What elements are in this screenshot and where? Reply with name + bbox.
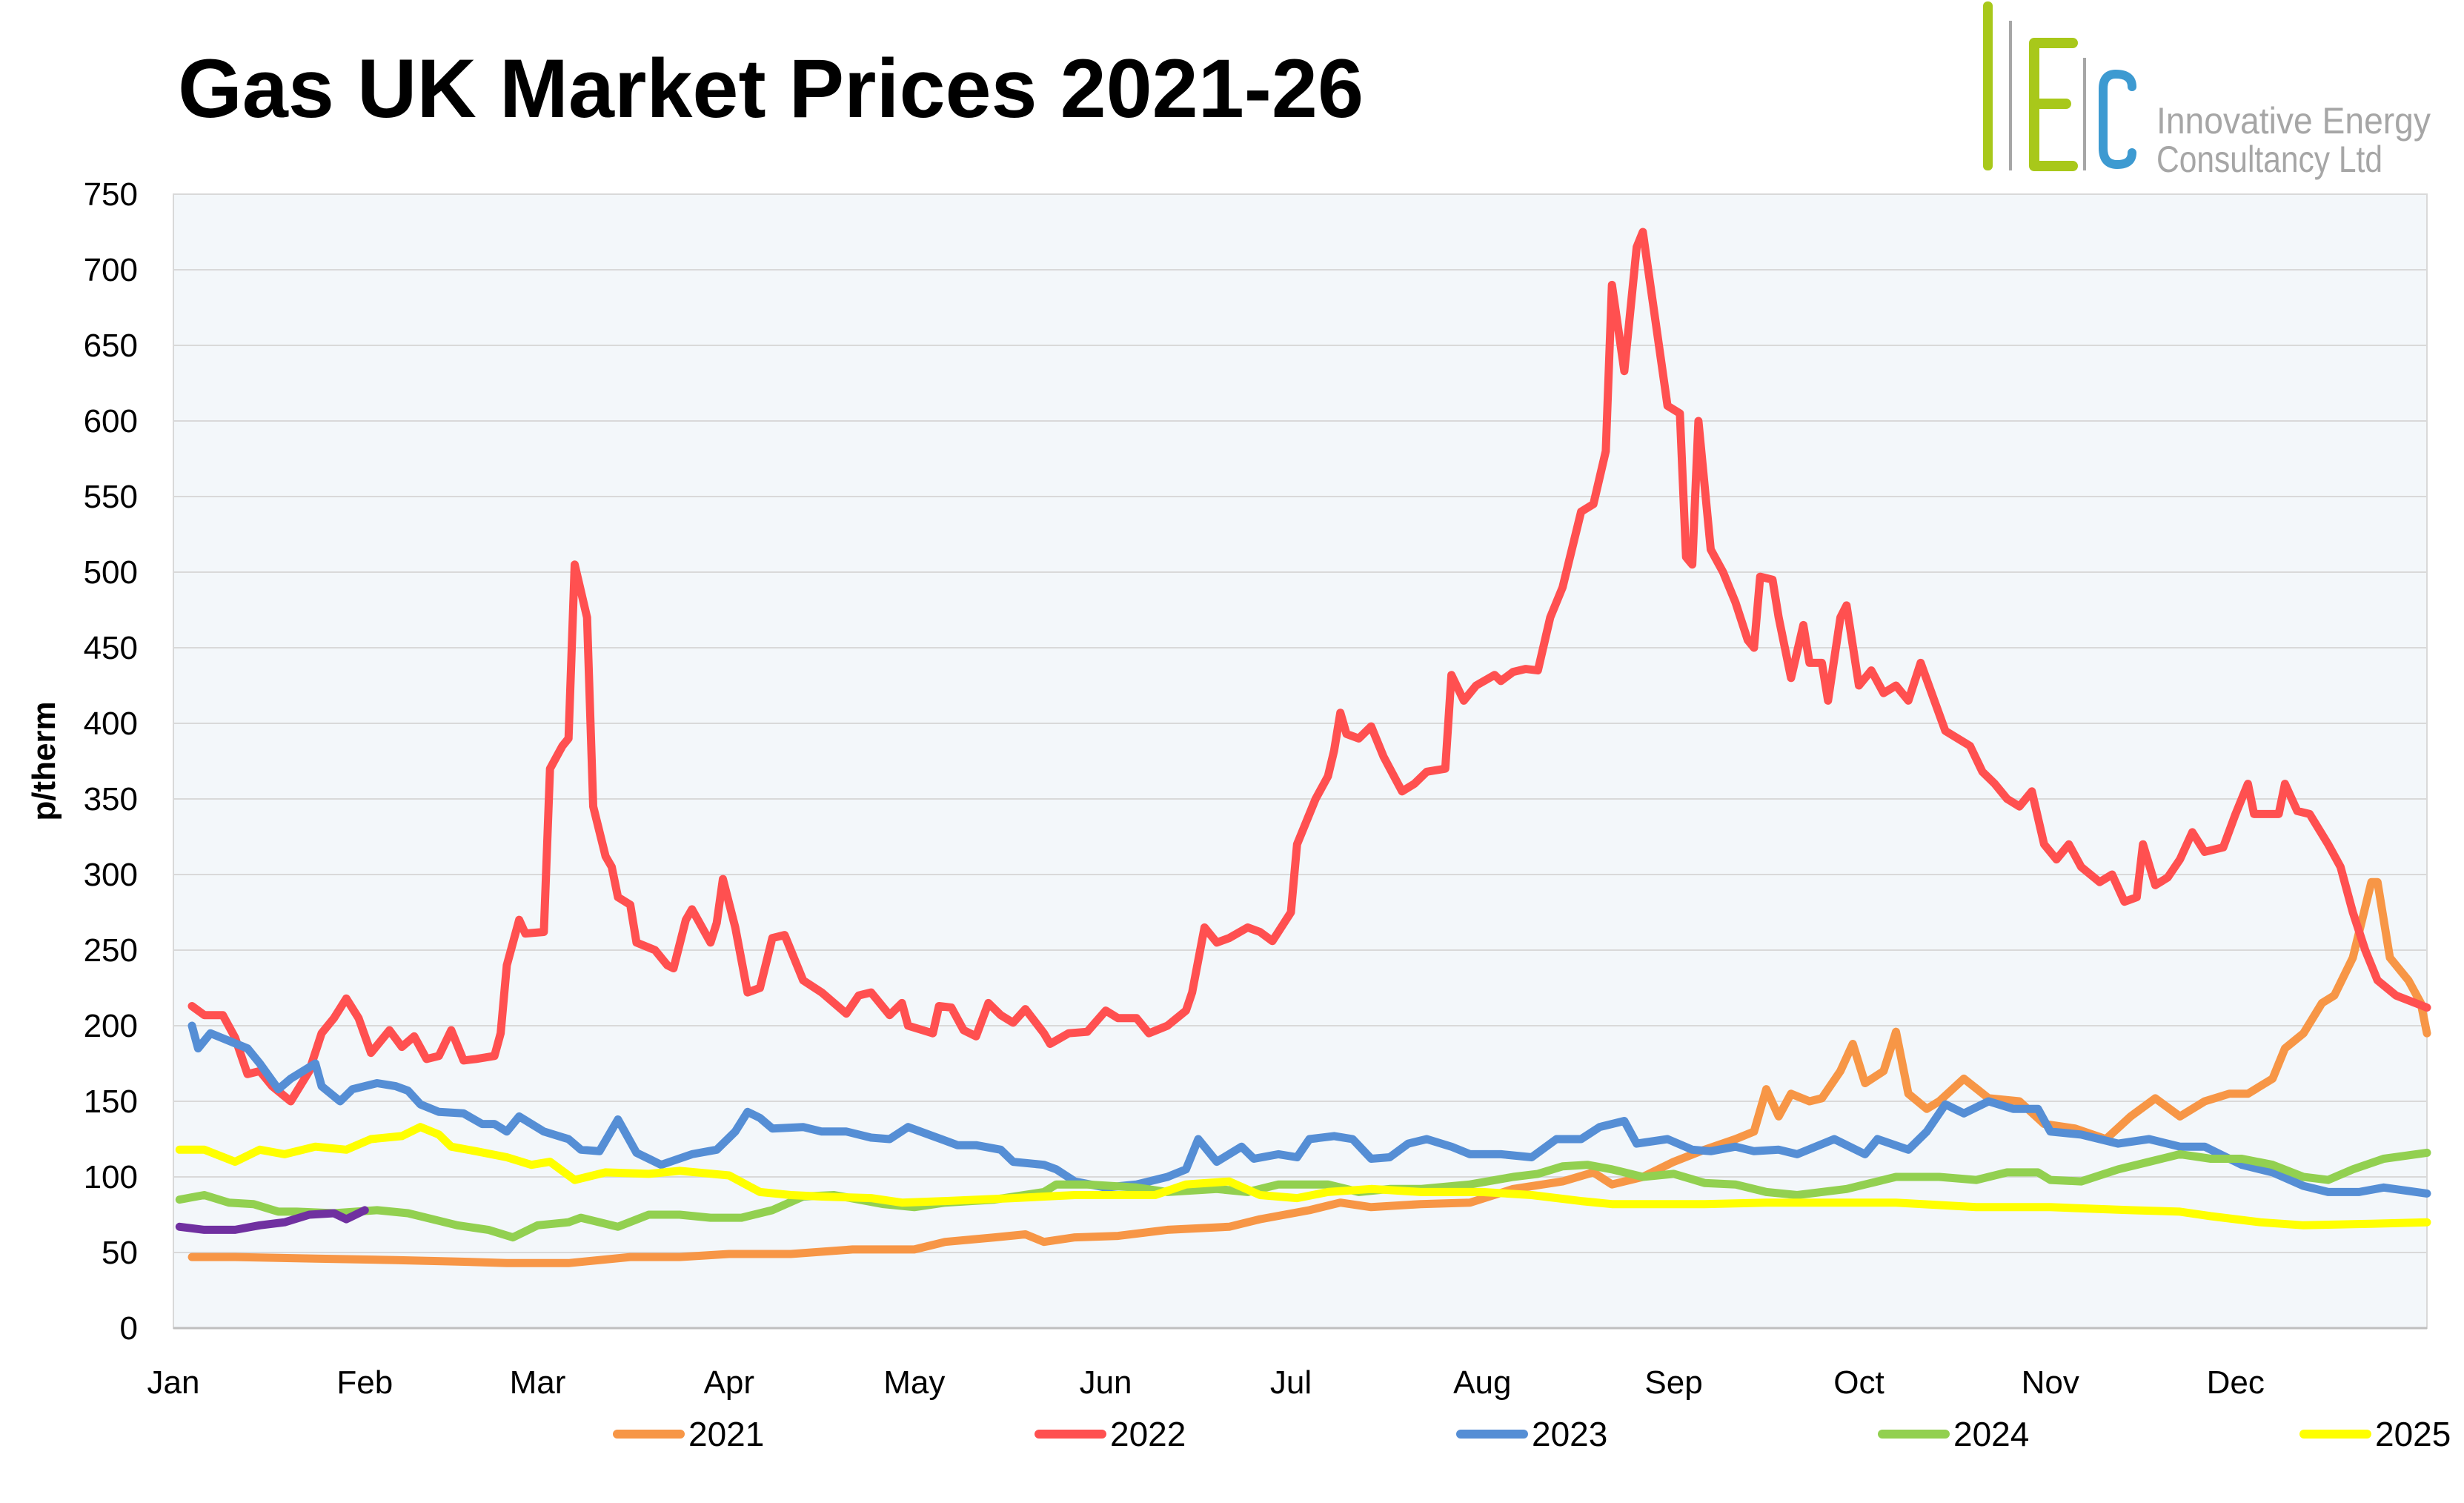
y-tick-label: 300 [84,857,138,893]
y-tick-label: 350 [84,781,138,817]
y-tick-label: 150 [84,1084,138,1120]
company-logo: Innovative Energy Consultancy Ltd [1983,1,2431,180]
logo-text-line1: Innovative Energy [2156,100,2431,142]
chart-title: Gas UK Market Prices 2021-26 [178,42,1364,135]
legend-label-2024: 2024 [1953,1415,2029,1453]
y-tick-label: 600 [84,403,138,439]
series-line-2021 [187,877,2431,1267]
gridlines [173,193,2427,1253]
y-tick-label: 700 [84,252,138,288]
x-tick-label: Jan [147,1364,200,1401]
x-tick-label: Nov [2022,1364,2079,1401]
series-line-2025 [175,1123,2431,1230]
y-axis-label: p/therm [26,701,62,820]
x-tick-label: Mar [510,1364,566,1401]
legend-label-2023: 2023 [1532,1415,1607,1453]
logo-text-line2: Consultancy Ltd [2156,139,2382,180]
x-tick-label: Sep [1644,1364,1702,1401]
x-tick-label: Jul [1270,1364,1312,1401]
legend-label-2022: 2022 [1110,1415,1186,1453]
x-tick-label: Aug [1453,1364,1511,1401]
y-tick-label: 750 [84,176,138,213]
x-tick-label: Dec [2207,1364,2265,1401]
x-tick-label: Apr [704,1364,754,1401]
y-tick-label: 250 [84,932,138,969]
logo-letter-c [2099,69,2136,170]
y-tick-label: 100 [84,1159,138,1195]
y-tick-label: 0 [120,1310,138,1347]
y-tick-label: 400 [84,706,138,742]
series-line-2023 [187,1021,2431,1198]
logo-letter-e [2029,38,2078,171]
y-tick-label: 500 [84,554,138,591]
y-tick-label: 200 [84,1008,138,1044]
series-lines [175,228,2431,1267]
y-tick-label: 50 [102,1235,138,1271]
y-tick-label: 450 [84,630,138,666]
logo-bar-green [1983,1,1993,170]
series-line-2024 [175,1148,2431,1242]
plot-area [173,193,2428,1329]
y-tick-label: 550 [84,479,138,515]
y-tick-label: 650 [84,328,138,364]
legend-label-2025: 2025 [2375,1415,2451,1453]
series-line-2022 [187,228,2431,1106]
x-tick-label: May [883,1364,945,1401]
logo-bar-gray-2 [2083,58,2086,170]
x-tick-label: Feb [336,1364,393,1401]
logo-bar-gray [2009,21,2012,170]
legend: 202120222023202420252026 [613,1415,2451,1453]
y-axis-ticks: 0 50 100 150 200 250 300 350 400 450 500 550 600 650 7… [84,176,138,1347]
x-axis-ticks: Jan Feb Mar Apr May Jun Jul Aug Sep Oct Nov Dec [147,1364,2265,1401]
x-tick-label: Jun [1080,1364,1132,1401]
x-tick-label: Oct [1833,1364,1884,1401]
series-line-2026 [175,1206,369,1234]
legend-label-2021: 2021 [688,1415,764,1453]
